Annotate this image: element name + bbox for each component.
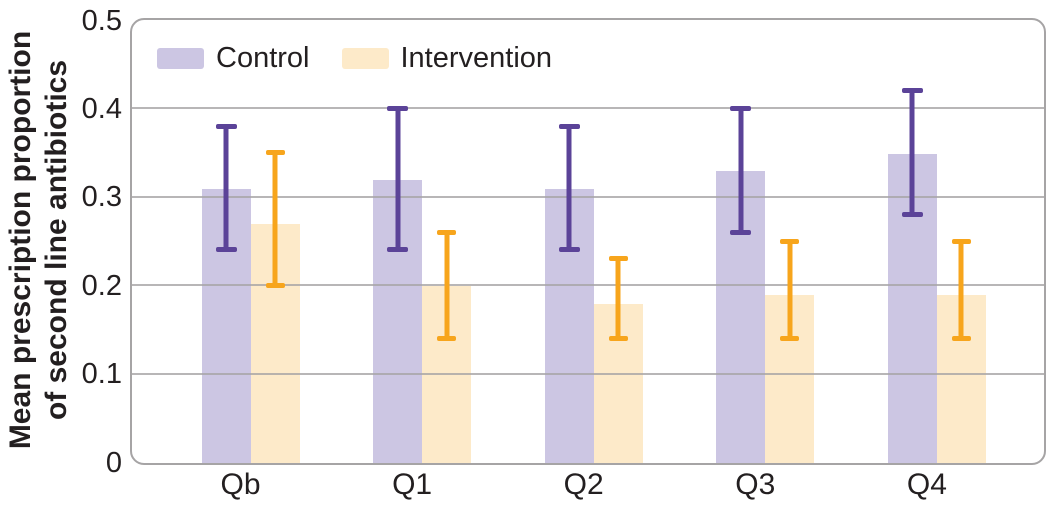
errorbar-cap-top <box>437 229 457 235</box>
y-tick-label-0.3: 0.3 <box>81 181 122 214</box>
errorbar-cap-bottom <box>215 247 237 253</box>
y-tick-label-0: 0 <box>105 446 122 479</box>
errorbar-stem <box>909 88 915 217</box>
y-tick-label-0.1: 0.1 <box>81 358 122 391</box>
plot-area: Control Intervention <box>130 18 1046 465</box>
errorbar-cap-top <box>901 88 923 94</box>
legend: Control Intervention <box>157 38 552 78</box>
x-tick-label-q3: Q3 <box>735 468 776 501</box>
errorbar-stem <box>787 238 793 341</box>
y-axis-tick-labels: 0 0.1 0.2 0.3 0.4 0.5 <box>0 5 122 479</box>
errorbar-intervention-q2 <box>608 256 628 341</box>
gridline-0.1 <box>132 372 1044 375</box>
x-tick-label-qb: Qb <box>220 468 261 501</box>
gridline-0.4 <box>132 107 1044 110</box>
errorbar-cap-top <box>387 105 409 111</box>
errorbar-cap-bottom <box>387 247 409 253</box>
errorbar-cap-bottom <box>780 335 800 341</box>
errorbar-cap-top <box>730 105 752 111</box>
y-tick-label-0.5: 0.5 <box>81 4 122 37</box>
x-tick-label-q4: Q4 <box>906 468 947 501</box>
errorbar-cap-bottom <box>951 335 971 341</box>
gridline-0.2 <box>132 284 1044 287</box>
errorbar-cap-top <box>951 238 971 244</box>
errorbar-cap-bottom <box>730 229 752 235</box>
legend-label-control: Control <box>216 42 310 74</box>
errorbar-control-q1 <box>387 105 409 253</box>
errorbar-stem <box>395 105 401 253</box>
errorbar-cap-bottom <box>608 335 628 341</box>
errorbar-cap-bottom <box>437 335 457 341</box>
errorbar-control-q4 <box>901 88 923 217</box>
errorbar-cap-top <box>215 123 237 129</box>
errorbar-stem <box>566 123 572 253</box>
errorbar-stem <box>738 105 744 235</box>
errorbar-cap-bottom <box>901 211 923 217</box>
errorbar-intervention-qb <box>265 150 285 288</box>
errorbar-stem <box>958 238 964 341</box>
errorbar-cap-bottom <box>558 247 580 253</box>
legend-swatch-control <box>157 47 204 69</box>
errorbar-control-q3 <box>730 105 752 235</box>
errorbar-cap-top <box>558 123 580 129</box>
x-tick-label-q1: Q1 <box>392 468 433 501</box>
y-tick-label-0.2: 0.2 <box>81 269 122 302</box>
errorbar-control-q2 <box>558 123 580 253</box>
errorbar-stem <box>615 256 621 341</box>
x-tick-label-q2: Q2 <box>563 468 604 501</box>
y-tick-label-0.4: 0.4 <box>81 92 122 125</box>
errorbar-cap-bottom <box>265 282 285 288</box>
x-axis-labels: Qb Q1 Q2 Q3 Q4 <box>132 467 1043 505</box>
errorbar-stem <box>223 123 229 253</box>
errorbar-cap-top <box>265 150 285 156</box>
errorbar-stem <box>272 150 278 288</box>
legend-swatch-intervention <box>341 47 389 69</box>
legend-label-intervention: Intervention <box>400 42 553 74</box>
errorbar-control-qb <box>215 123 237 253</box>
errorbar-cap-top <box>608 256 628 262</box>
errorbar-cap-top <box>780 238 800 244</box>
errorbar-intervention-q1 <box>437 229 457 341</box>
gridline-0.3 <box>132 195 1044 198</box>
plot-inner: Control Intervention <box>132 20 1044 463</box>
errorbar-stem <box>444 229 450 341</box>
errorbar-intervention-q3 <box>780 238 800 341</box>
errorbar-intervention-q4 <box>951 238 971 341</box>
